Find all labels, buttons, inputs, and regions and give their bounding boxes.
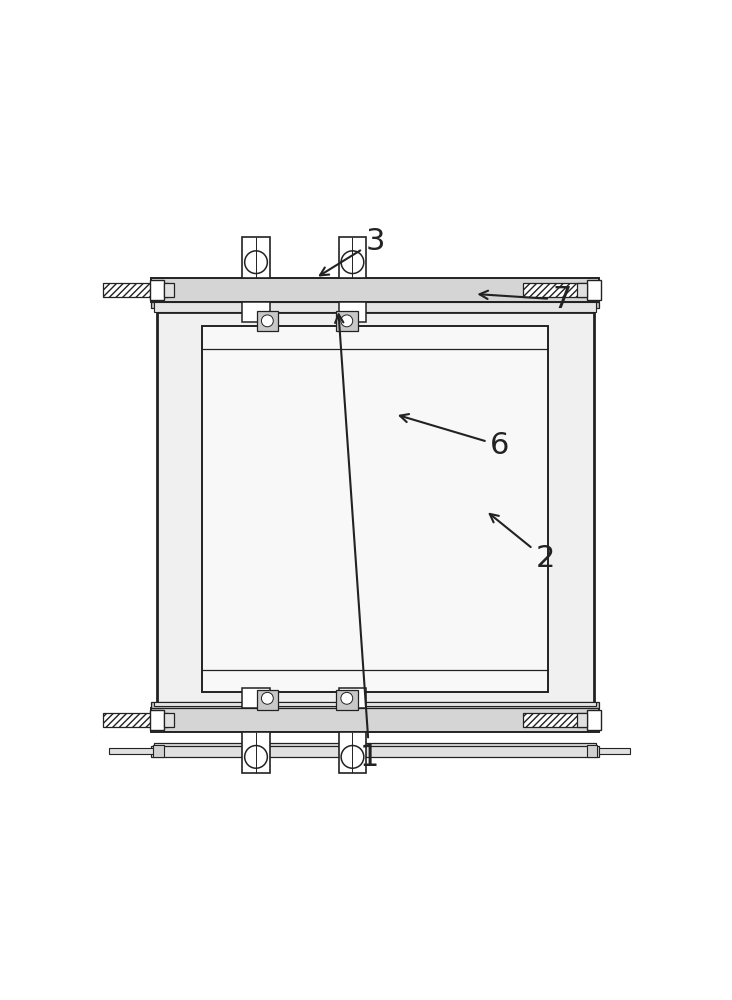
Bar — [154, 743, 597, 755]
Bar — [151, 746, 600, 757]
Bar — [242, 302, 269, 322]
Bar — [336, 311, 357, 331]
Bar — [242, 732, 269, 773]
Text: 1: 1 — [335, 314, 379, 772]
Bar — [150, 710, 160, 723]
Bar — [523, 713, 588, 727]
Bar — [102, 713, 168, 727]
Circle shape — [261, 692, 273, 704]
Text: 6: 6 — [400, 414, 509, 460]
Text: 7: 7 — [479, 285, 572, 314]
Bar — [242, 688, 269, 708]
Bar — [150, 287, 160, 300]
Bar — [151, 278, 600, 302]
Bar — [150, 710, 164, 730]
Bar — [202, 326, 548, 692]
Bar — [257, 311, 278, 331]
Bar — [102, 283, 168, 297]
Bar — [336, 690, 357, 710]
Bar — [339, 732, 366, 773]
Bar — [163, 713, 173, 727]
Bar — [339, 237, 366, 278]
Bar — [600, 748, 630, 754]
Bar — [108, 748, 154, 754]
Bar — [153, 745, 163, 757]
Bar — [151, 708, 600, 732]
Circle shape — [244, 746, 267, 768]
Bar — [589, 287, 600, 300]
Bar — [163, 283, 173, 297]
Bar — [339, 302, 366, 322]
Circle shape — [341, 315, 353, 327]
Bar — [257, 690, 278, 710]
Bar — [589, 710, 600, 723]
Bar — [151, 302, 600, 308]
Bar — [151, 702, 600, 708]
Bar — [587, 710, 601, 730]
Circle shape — [244, 251, 267, 274]
Bar — [587, 280, 601, 300]
Bar — [150, 280, 164, 300]
Bar — [523, 283, 588, 297]
Bar — [242, 237, 269, 278]
Bar — [577, 283, 587, 297]
Bar — [577, 713, 587, 727]
Circle shape — [341, 251, 364, 274]
Circle shape — [261, 315, 273, 327]
Text: 2: 2 — [490, 514, 555, 573]
Bar — [157, 312, 594, 706]
Bar — [339, 688, 366, 708]
Bar — [587, 745, 597, 757]
Bar — [154, 302, 597, 312]
Circle shape — [341, 692, 353, 704]
Circle shape — [341, 746, 364, 768]
Bar — [154, 702, 597, 706]
Text: 3: 3 — [320, 227, 385, 275]
